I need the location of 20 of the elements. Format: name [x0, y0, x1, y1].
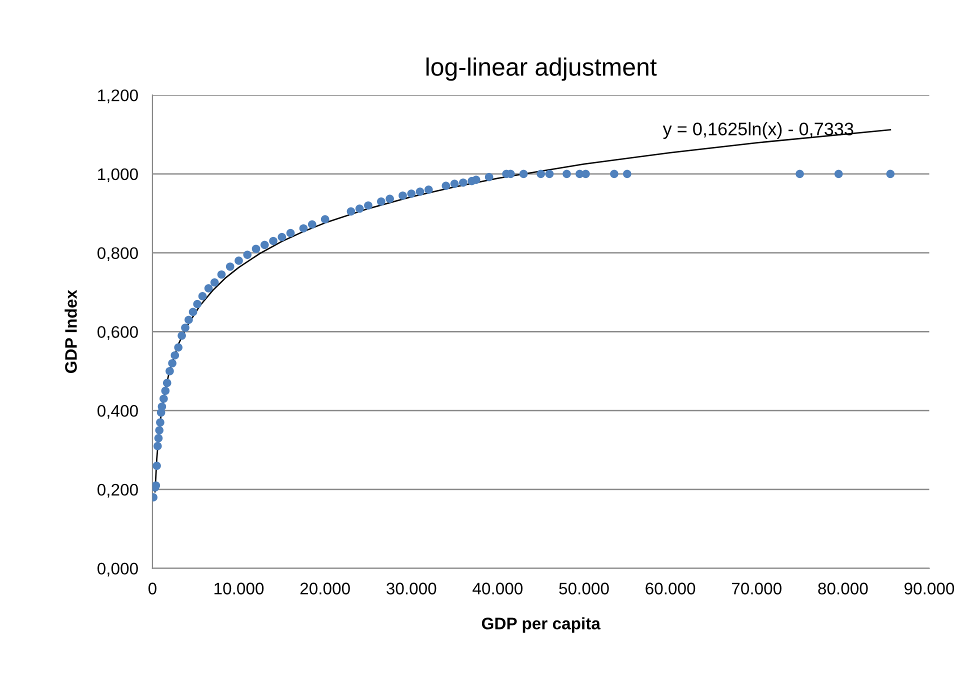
x-tick-label: 50.000	[559, 582, 609, 594]
x-tick-label: 0	[148, 582, 156, 594]
x-tick-label: 10.000	[214, 582, 264, 594]
x-axis-title: GDP per capita	[482, 617, 601, 633]
chart-title: log-linear adjustment	[426, 58, 657, 81]
x-tick-label: 70.000	[732, 582, 782, 594]
y-tick-label: 1,200	[98, 89, 138, 104]
x-tick-label: 60.000	[646, 582, 696, 594]
x-tick-label: 80.000	[818, 582, 868, 594]
y-tick-label: 0,000	[98, 562, 138, 576]
x-tick-label: 20.000	[300, 582, 350, 594]
y-tick-label: 0,800	[98, 247, 138, 261]
y-tick-label: 0,400	[98, 404, 138, 419]
y-axis-title: GDP Index	[64, 290, 77, 373]
y-tick-label: 0,200	[98, 484, 138, 498]
x-tick-label: 30.000	[386, 582, 436, 594]
y-tick-label: 1,000	[98, 168, 138, 182]
y-tick-label: 0,600	[98, 326, 138, 340]
x-tick-label: 40.000	[472, 582, 523, 594]
x-tick-label: 90.000	[904, 582, 954, 594]
